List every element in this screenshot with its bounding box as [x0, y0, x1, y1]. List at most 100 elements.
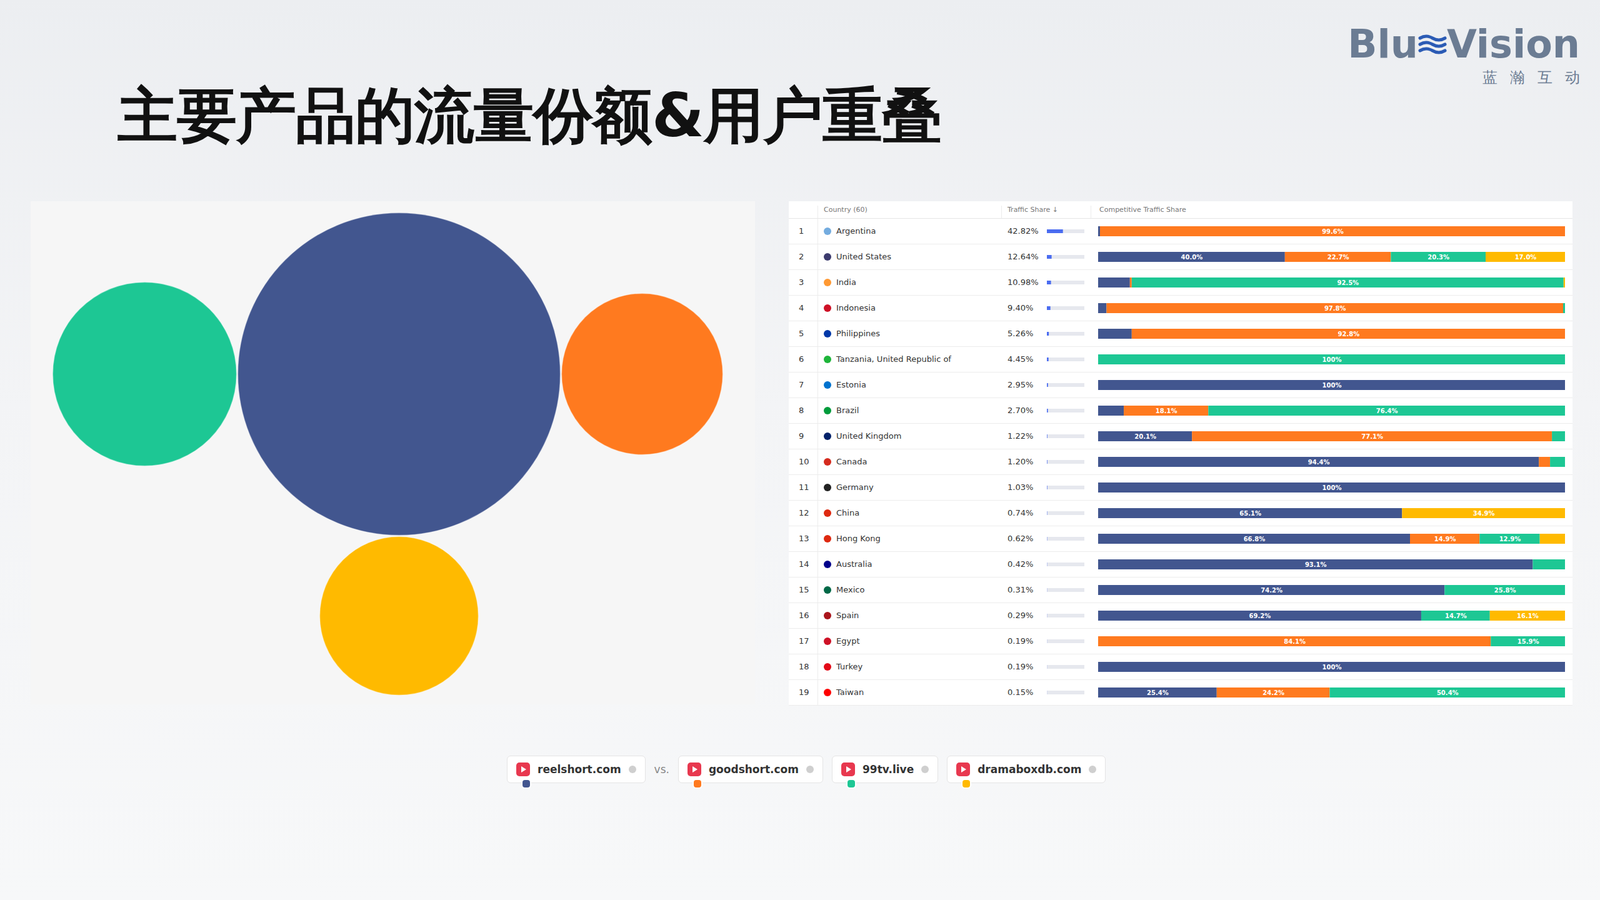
html-text:9.40%: 9.40%: [1007, 303, 1034, 313]
html-text:主要产品的流量份额&用户重叠: 主要产品的流量份额&用户重叠: [117, 80, 942, 151]
svg-text:100%: 100%: [1322, 381, 1342, 389]
svg-text:77.1%: 77.1%: [1361, 433, 1384, 440]
svg-text:93.1%: 93.1%: [1305, 561, 1327, 569]
svg-text:15.9%: 15.9%: [1517, 638, 1540, 645]
html-text:Egypt: Egypt: [836, 636, 860, 646]
html-text:India: India: [836, 277, 857, 287]
svg-text:92.5%: 92.5%: [1336, 279, 1359, 287]
html-text:0.42%: 0.42%: [1007, 559, 1034, 569]
svg-text:50.4%: 50.4%: [1436, 689, 1459, 697]
svg-text:66.8%: 66.8%: [1243, 535, 1266, 543]
svg-text:69.2%: 69.2%: [1249, 612, 1272, 620]
svg-text:84.1%: 84.1%: [1283, 638, 1306, 645]
html-text:7: 7: [798, 380, 804, 390]
html-text:19: 19: [798, 687, 810, 697]
svg-text:24.2%: 24.2%: [1262, 689, 1285, 697]
html-text:Country (60): Country (60): [823, 205, 868, 214]
html-text:6: 6: [798, 354, 804, 364]
html-text:2.95%: 2.95%: [1007, 380, 1034, 390]
html-text:Australia: Australia: [836, 559, 873, 569]
html-text:99tv.live: 99tv.live: [862, 763, 914, 776]
html-text:17: 17: [798, 636, 810, 646]
html-text:Competitive Traffic Share: Competitive Traffic Share: [1099, 205, 1187, 214]
html-text:goodshort.com: goodshort.com: [708, 763, 799, 776]
html-text:dramaboxdb.com: dramaboxdb.com: [977, 763, 1082, 776]
html-text:1.20%: 1.20%: [1007, 456, 1034, 467]
svg-text:14.9%: 14.9%: [1434, 535, 1457, 543]
svg-text:17.0%: 17.0%: [1515, 253, 1537, 261]
html-text:Vision: Vision: [1446, 21, 1580, 67]
svg-text:40.0%: 40.0%: [1181, 253, 1204, 261]
html-text:reelshort.com: reelshort.com: [537, 763, 621, 776]
html-text:5: 5: [798, 328, 804, 339]
svg-text:92.8%: 92.8%: [1338, 330, 1360, 338]
html-text:Hong Kong: Hong Kong: [836, 533, 881, 544]
svg-text:18.1%: 18.1%: [1155, 407, 1178, 415]
html-text:2.70%: 2.70%: [1007, 405, 1034, 415]
html-text:Germany: Germany: [836, 482, 874, 492]
svg-text:99.6%: 99.6%: [1321, 228, 1344, 235]
html-text:Tanzania, United Republic of: Tanzania, United Republic of: [836, 354, 952, 364]
svg-text:74.2%: 74.2%: [1260, 586, 1283, 594]
html-text:United Kingdom: United Kingdom: [836, 431, 902, 441]
svg-text:16.1%: 16.1%: [1516, 612, 1539, 620]
html-text:4: 4: [798, 303, 804, 313]
svg-text:94.4%: 94.4%: [1308, 458, 1330, 466]
html-text:4.45%: 4.45%: [1007, 354, 1034, 364]
html-text:China: China: [836, 508, 860, 518]
html-text:United States: United States: [836, 251, 892, 262]
svg-text:20.1%: 20.1%: [1134, 433, 1157, 440]
svg-text:100%: 100%: [1322, 663, 1342, 671]
html-text:vs.: vs.: [654, 763, 670, 776]
html-text:10: 10: [798, 456, 810, 467]
html-text:0.62%: 0.62%: [1007, 533, 1034, 544]
html-text:10.98%: 10.98%: [1007, 277, 1039, 287]
html-text:Traffic Share ↓: Traffic Share ↓: [1007, 205, 1059, 214]
svg-text:34.9%: 34.9%: [1473, 510, 1495, 517]
svg-text:100%: 100%: [1322, 356, 1342, 364]
html-text:13: 13: [798, 533, 810, 544]
html-text:12: 12: [798, 508, 810, 518]
svg-text:22.7%: 22.7%: [1327, 253, 1350, 261]
html-text:11: 11: [798, 482, 810, 492]
svg-text:76.4%: 76.4%: [1376, 407, 1399, 415]
html-text:Turkey: Turkey: [836, 661, 863, 672]
html-text:Estonia: Estonia: [836, 380, 867, 390]
html-text:0.29%: 0.29%: [1007, 610, 1034, 620]
html-text:Canada: Canada: [836, 456, 868, 467]
html-text:Philippines: Philippines: [836, 328, 880, 339]
html-text:0.15%: 0.15%: [1007, 687, 1034, 697]
html-text:Mexico: Mexico: [836, 585, 865, 595]
html-text:Indonesia: Indonesia: [836, 303, 876, 313]
html-text:Argentina: Argentina: [836, 226, 876, 236]
svg-text:14.7%: 14.7%: [1445, 612, 1467, 620]
html-text:16: 16: [798, 610, 810, 620]
html-text:1.22%: 1.22%: [1007, 431, 1034, 441]
html-text:42.82%: 42.82%: [1007, 226, 1039, 236]
svg-text:25.8%: 25.8%: [1494, 586, 1517, 594]
html-text:1.03%: 1.03%: [1007, 482, 1034, 492]
html-text:1: 1: [798, 226, 804, 236]
svg-text:100%: 100%: [1322, 484, 1342, 492]
html-text:Blu: Blu: [1347, 21, 1419, 67]
svg-text:25.4%: 25.4%: [1146, 689, 1169, 697]
html-text:2: 2: [798, 251, 804, 262]
html-text:3: 3: [798, 277, 804, 287]
html-text:15: 15: [798, 585, 810, 595]
html-text:0.19%: 0.19%: [1007, 636, 1034, 646]
html-text:Brazil: Brazil: [836, 405, 859, 415]
html-text:12.64%: 12.64%: [1007, 251, 1039, 262]
html-text:14: 14: [798, 559, 810, 569]
html-text:Taiwan: Taiwan: [836, 687, 864, 697]
svg-text:97.8%: 97.8%: [1324, 305, 1347, 312]
svg-text:20.3%: 20.3%: [1427, 253, 1450, 261]
html-text:0.19%: 0.19%: [1007, 661, 1034, 672]
html-text:0.74%: 0.74%: [1007, 508, 1034, 518]
svg-text:12.9%: 12.9%: [1499, 535, 1522, 543]
html-text:0.31%: 0.31%: [1007, 585, 1034, 595]
html-text:蓝瀚互动: 蓝瀚互动: [1482, 68, 1593, 87]
html-text:5.26%: 5.26%: [1007, 328, 1034, 339]
html-text:18: 18: [798, 661, 810, 672]
svg-text:65.1%: 65.1%: [1239, 510, 1262, 517]
html-text:Spain: Spain: [836, 610, 859, 620]
